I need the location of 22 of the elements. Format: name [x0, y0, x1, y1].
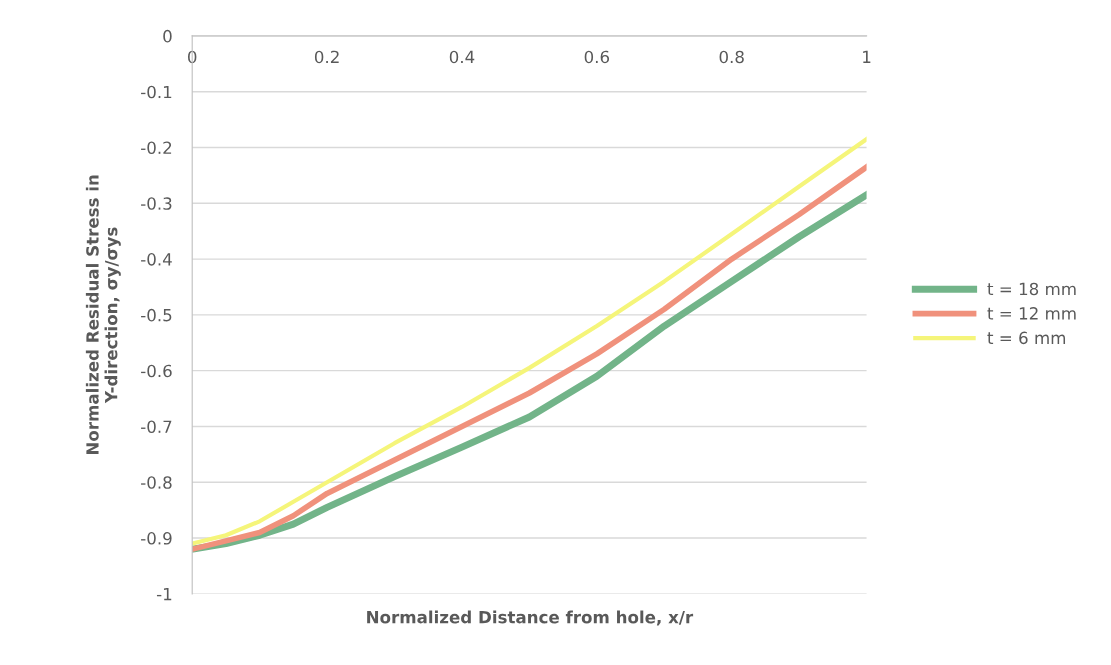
legend-label: t = 18 mm	[987, 282, 1076, 296]
y-tick-label: -0.4	[141, 253, 172, 266]
y-tick-label: -0.5	[141, 308, 172, 322]
y-axis-title: Normalized Residual Stress in Y-direction, σy/σys	[85, 175, 121, 455]
y-tick-label: -0.8	[141, 476, 172, 489]
x-tick-label: 1	[863, 50, 871, 63]
x-tick-label: 0.2	[314, 50, 339, 64]
x-tick-label: 0.6	[584, 50, 610, 64]
y-tick-label: 0	[163, 29, 172, 43]
y-tick-label: -0.6	[141, 364, 172, 378]
legend-label: t = 6 mm	[987, 331, 1066, 345]
x-axis-title: Normalized Distance from hole, x/r	[367, 610, 694, 626]
x-tick-label: 0.8	[719, 50, 744, 64]
legend-label: t = 12 mm	[987, 307, 1076, 320]
y-tick-label: -1	[156, 588, 172, 601]
y-tick-label: -0.9	[141, 532, 172, 545]
y-tick-label: -0.3	[141, 197, 172, 210]
x-tick-label: 0	[188, 50, 197, 64]
y-tick-label: -0.2	[141, 141, 172, 155]
y-tick-label: -0.7	[141, 420, 172, 434]
x-tick-label: 0.4	[449, 50, 475, 64]
y-tick-label: -0.1	[141, 85, 172, 99]
